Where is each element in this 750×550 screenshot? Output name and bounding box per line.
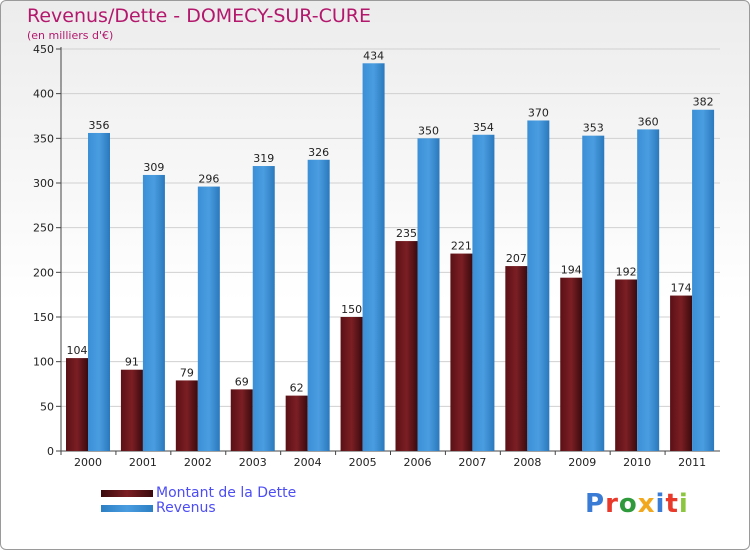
data-label: 309	[143, 161, 164, 174]
x-tick-label: 2009	[568, 456, 596, 469]
bar-revenus	[692, 109, 715, 451]
data-label: 354	[473, 121, 494, 134]
bar-dette	[230, 389, 253, 451]
y-tick-label: 200	[33, 266, 54, 279]
bar-dette	[285, 395, 308, 451]
bar-revenus	[197, 186, 220, 451]
data-label: 319	[253, 152, 274, 165]
data-label: 434	[363, 49, 384, 62]
y-tick-label: 400	[33, 88, 54, 101]
logo-letter: x	[637, 489, 656, 519]
bar-dette	[450, 253, 473, 451]
data-label: 91	[125, 356, 139, 369]
x-tick-label: 2002	[184, 456, 212, 469]
data-label: 360	[638, 115, 659, 128]
y-tick-label: 0	[47, 445, 54, 458]
logo-letter: i	[678, 489, 689, 519]
logo-letter: i	[655, 489, 666, 519]
legend-swatch-dette	[101, 490, 153, 497]
data-label: 194	[561, 264, 582, 277]
bar-dette	[395, 241, 418, 451]
data-label: 62	[290, 382, 304, 395]
bar-dette	[615, 279, 638, 451]
bar-revenus	[527, 120, 550, 451]
bar-revenus	[362, 63, 385, 451]
x-tick-label: 2005	[349, 456, 377, 469]
x-tick-label: 2011	[678, 456, 706, 469]
bar-revenus	[582, 135, 605, 452]
data-label: 79	[180, 366, 194, 379]
y-tick-label: 350	[33, 132, 54, 145]
logo-letter: P	[585, 489, 606, 519]
bar-dette	[670, 295, 693, 451]
y-tick-label: 50	[40, 400, 54, 413]
x-tick-label: 2000	[74, 456, 102, 469]
bar-revenus	[88, 132, 110, 451]
data-label: 370	[528, 106, 549, 119]
y-tick-label: 100	[33, 356, 54, 369]
data-label: 235	[396, 227, 417, 240]
logo-letter: t	[665, 489, 679, 519]
bar-revenus	[417, 138, 440, 452]
x-tick-label: 2007	[458, 456, 486, 469]
x-tick-label: 2004	[294, 456, 322, 469]
chart-title: Revenus/Dette - DOMECY-SUR-CURE	[27, 5, 371, 27]
bar-dette	[175, 380, 198, 451]
data-label: 221	[451, 240, 472, 253]
chart-subtitle: (en milliers d'€)	[27, 29, 114, 42]
y-tick-label: 450	[33, 43, 54, 56]
data-label: 326	[308, 146, 329, 159]
x-tick-label: 2003	[239, 456, 267, 469]
bar-revenus	[142, 174, 165, 451]
bar-revenus	[252, 166, 275, 451]
bar-dette	[120, 369, 143, 451]
data-label: 207	[506, 252, 527, 265]
y-tick-label: 150	[33, 311, 54, 324]
bar-dette	[340, 317, 363, 451]
bar-revenus	[637, 129, 660, 451]
bar-revenus	[472, 134, 495, 451]
legend-label-dette: Montant de la Dette	[156, 485, 297, 501]
x-tick-label: 2001	[129, 456, 157, 469]
legend-swatch-revenus	[101, 505, 153, 512]
data-label: 104	[67, 344, 88, 357]
data-label: 356	[89, 119, 110, 132]
bar-dette	[560, 277, 583, 451]
proxiti-logo: Proxiti	[585, 489, 689, 519]
data-label: 174	[671, 282, 692, 295]
x-tick-label: 2006	[404, 456, 432, 469]
bar-revenus	[307, 159, 330, 452]
y-tick-label: 300	[33, 177, 54, 190]
data-label: 69	[235, 375, 249, 388]
data-label: 353	[583, 122, 604, 135]
logo-letter: r	[605, 489, 619, 519]
data-label: 296	[198, 173, 219, 186]
x-tick-label: 2010	[623, 456, 651, 469]
bar-dette	[66, 358, 88, 451]
data-label: 350	[418, 124, 439, 137]
x-tick-label: 2008	[513, 456, 541, 469]
data-label: 192	[616, 265, 637, 278]
legend-label-revenus: Revenus	[156, 500, 216, 516]
data-label: 150	[341, 303, 362, 316]
bar-dette	[505, 266, 528, 451]
data-label: 382	[693, 96, 714, 109]
y-tick-label: 250	[33, 222, 54, 235]
logo-letter: o	[618, 489, 638, 519]
